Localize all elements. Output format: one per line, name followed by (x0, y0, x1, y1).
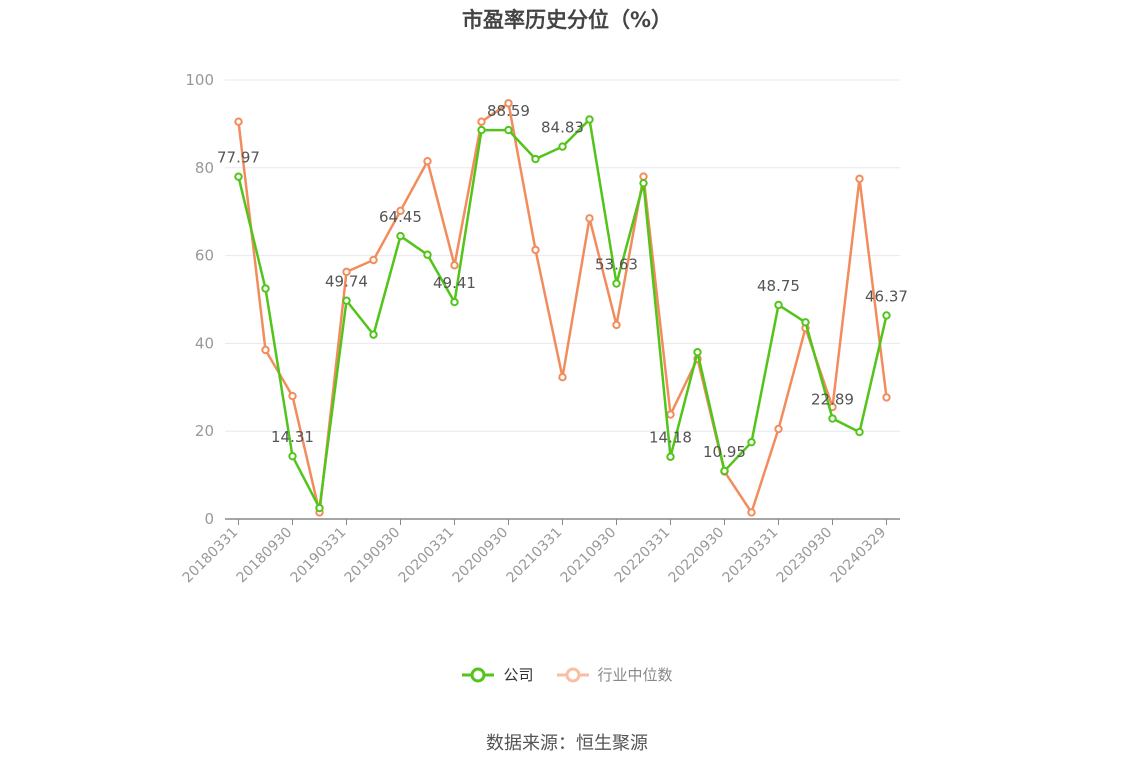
data-point (315, 503, 324, 513)
data-point (234, 117, 243, 126)
x-tick-label: 20180331 (180, 525, 242, 587)
data-label: 49.41 (433, 274, 476, 292)
data-point (774, 424, 783, 434)
data-point (747, 437, 756, 447)
data-point (234, 172, 243, 181)
x-tick-label: 20220930 (666, 525, 728, 587)
data-point (450, 297, 459, 307)
x-tick-label: 20190331 (288, 525, 350, 587)
x-tick-label: 20180930 (234, 525, 296, 587)
y-tick-label: 0 (204, 510, 214, 528)
data-point (666, 410, 675, 419)
data-source: 数据来源：恒生聚源 (486, 733, 648, 754)
data-point (801, 318, 810, 327)
legend: 公司 行业中位数 (0, 664, 1134, 685)
data-label: 77.97 (217, 149, 260, 167)
data-point (612, 320, 621, 330)
data-point (828, 414, 837, 423)
x-tick-label: 20240329 (828, 525, 890, 587)
data-label: 14.18 (649, 429, 692, 447)
data-point (261, 345, 270, 355)
x-tick-label: 20230930 (774, 525, 836, 587)
legend-company-label: 公司 (503, 666, 534, 684)
data-point (882, 311, 891, 320)
data-point (288, 451, 297, 461)
data-point (369, 255, 378, 265)
data-label: 48.75 (757, 277, 800, 295)
legend-item-industry[interactable]: 行业中位数 (556, 664, 673, 685)
legend-company-line-icon (462, 667, 495, 682)
data-point (342, 267, 351, 277)
data-point (855, 427, 864, 437)
data-label: 84.83 (541, 119, 584, 137)
data-point (477, 125, 486, 135)
data-label: 64.45 (379, 208, 422, 226)
data-point (774, 300, 783, 310)
data-point (882, 393, 891, 402)
y-tick-label: 60 (195, 247, 214, 265)
data-label: 22.89 (811, 391, 854, 409)
data-label: 49.74 (325, 273, 368, 291)
data-point (693, 347, 702, 357)
y-tick-label: 20 (195, 422, 214, 440)
data-point (639, 178, 648, 188)
y-tick-label: 40 (195, 334, 214, 352)
legend-industry-line-icon (556, 667, 589, 682)
data-point (261, 284, 270, 293)
y-tick-label: 100 (185, 71, 214, 89)
data-point (558, 142, 567, 151)
line-chart: 0 20 40 60 80 100 2018033120180930201903312019… (180, 71, 908, 587)
data-point (585, 214, 594, 223)
x-tick-label: 20200930 (450, 525, 512, 587)
data-point (585, 115, 594, 124)
data-point (396, 206, 405, 216)
data-point (504, 125, 513, 135)
x-tick-label: 20200331 (396, 525, 458, 587)
data-point (531, 245, 540, 255)
y-tick-label: 80 (195, 159, 214, 177)
data-point (504, 99, 513, 108)
data-point (531, 154, 540, 164)
data-point (477, 117, 486, 126)
data-point (720, 466, 729, 476)
data-label: 10.95 (703, 443, 746, 461)
x-tick-label: 20210930 (558, 525, 620, 587)
legend-item-company[interactable]: 公司 (461, 664, 534, 685)
series-line-1 (237, 102, 888, 514)
legend-industry-label: 行业中位数 (597, 666, 673, 684)
x-tick-label: 20190930 (342, 525, 404, 587)
data-label: 88.59 (487, 102, 530, 120)
data-point (288, 391, 297, 401)
data-point (747, 508, 756, 517)
data-point (558, 373, 567, 382)
data-label: 53.63 (595, 256, 638, 274)
chart-title: 市盈率历史分位（%） (461, 8, 673, 32)
x-tick-label: 20210331 (504, 525, 566, 587)
x-tick-label: 20220331 (612, 525, 674, 587)
data-point (342, 296, 351, 305)
data-label: 46.37 (865, 287, 908, 305)
data-point (396, 231, 405, 241)
data-point (639, 172, 648, 181)
data-point (450, 261, 459, 270)
data-point (612, 279, 621, 288)
data-point (369, 330, 378, 339)
x-tick-label: 20230331 (720, 525, 782, 587)
data-point (423, 157, 432, 166)
data-label: 14.31 (271, 428, 314, 446)
data-point (855, 174, 864, 183)
data-point (666, 452, 675, 461)
data-point (423, 250, 432, 259)
series-line-0 (237, 118, 888, 510)
